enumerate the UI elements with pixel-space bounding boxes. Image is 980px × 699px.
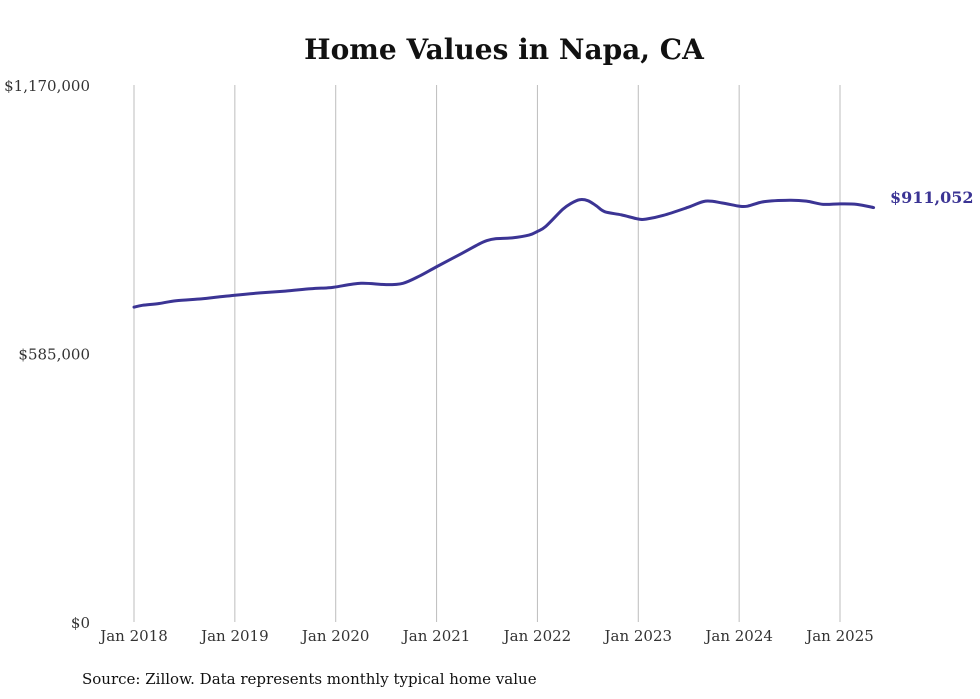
x-tick-label: Jan 2021 bbox=[401, 627, 471, 645]
y-tick-label: $1,170,000 bbox=[4, 77, 90, 95]
y-axis: $1,170,000 $585,000 $0 bbox=[4, 77, 90, 632]
y-tick-label: $0 bbox=[71, 614, 90, 632]
x-tick-label: Jan 2024 bbox=[703, 627, 773, 645]
series-layer bbox=[132, 198, 876, 309]
chart-title: Home Values in Napa, CA bbox=[304, 33, 705, 66]
x-tick-label: Jan 2025 bbox=[804, 627, 874, 645]
x-tick-label: Jan 2023 bbox=[603, 627, 673, 645]
y-tick-label: $585,000 bbox=[18, 346, 90, 364]
x-tick-label: Jan 2020 bbox=[300, 627, 370, 645]
x-tick-label: Jan 2022 bbox=[502, 627, 572, 645]
x-axis: Jan 2018 Jan 2019 Jan 2020 Jan 2021 Jan 2022… bbox=[98, 627, 874, 645]
gridlines bbox=[133, 85, 841, 622]
x-tick-label: Jan 2019 bbox=[199, 627, 269, 645]
series-line-0 bbox=[132, 198, 876, 309]
end-value-label: $911,052 bbox=[890, 188, 974, 207]
x-tick-label: Jan 2018 bbox=[98, 627, 168, 645]
source-note: Source: Zillow. Data represents monthly … bbox=[82, 670, 537, 688]
